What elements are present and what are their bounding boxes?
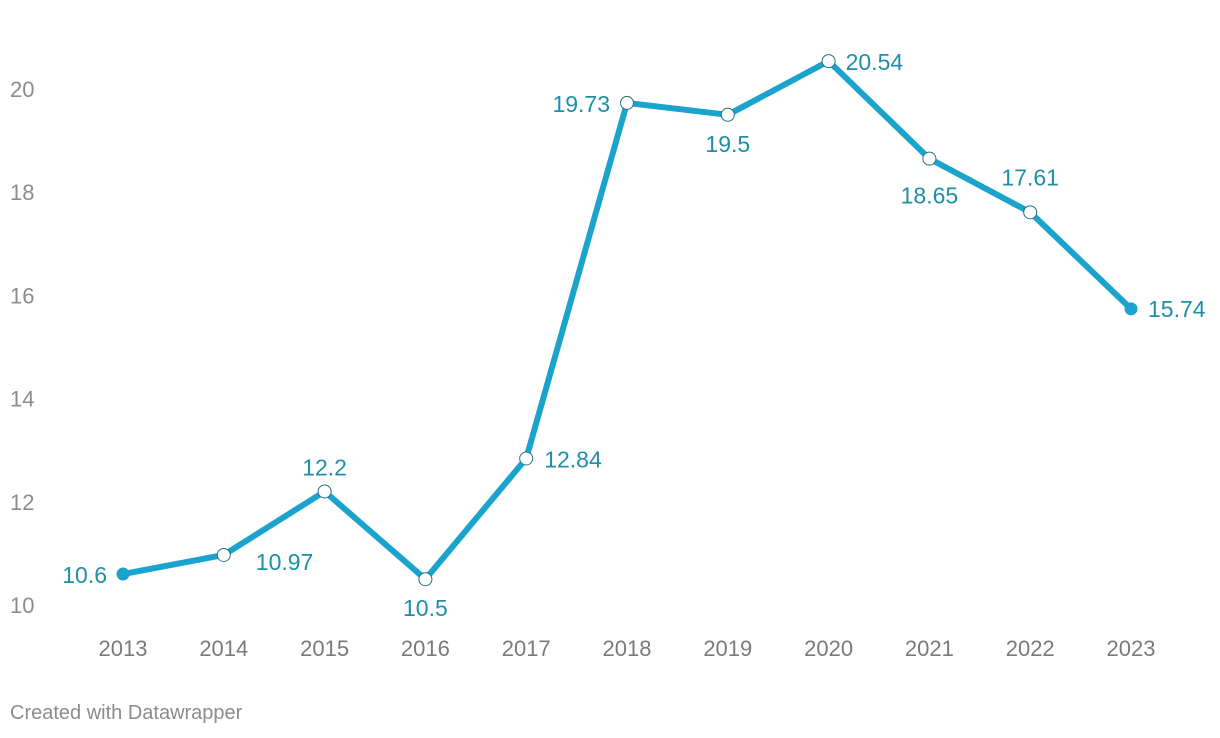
y-tick-label: 16 xyxy=(10,283,34,308)
data-point xyxy=(1023,205,1038,220)
data-point xyxy=(922,151,937,166)
y-tick-label: 12 xyxy=(10,490,34,515)
data-point xyxy=(317,484,332,499)
data-point xyxy=(1124,302,1138,316)
data-label: 20.54 xyxy=(846,49,904,75)
data-point xyxy=(620,95,634,110)
data-point xyxy=(216,547,231,562)
data-point xyxy=(116,567,130,581)
data-label: 19.5 xyxy=(705,131,750,157)
x-tick-label: 2020 xyxy=(804,636,853,661)
x-tick-label: 2022 xyxy=(1006,636,1055,661)
data-point xyxy=(519,451,534,466)
x-tick-label: 2021 xyxy=(905,636,954,661)
x-tick-label: 2013 xyxy=(99,636,148,661)
data-label: 17.61 xyxy=(1001,164,1059,190)
data-label: 10.5 xyxy=(403,595,448,621)
data-label: 10.97 xyxy=(256,549,314,575)
y-tick-label: 18 xyxy=(10,180,34,205)
data-label: 10.6 xyxy=(62,562,107,588)
data-label: 19.73 xyxy=(552,91,610,117)
data-point xyxy=(821,54,836,69)
y-tick-label: 20 xyxy=(10,77,34,102)
x-tick-label: 2016 xyxy=(401,636,450,661)
y-tick-label: 10 xyxy=(10,593,34,618)
x-tick-label: 2015 xyxy=(300,636,349,661)
credit-footer: Created with Datawrapper xyxy=(10,702,243,724)
x-tick-label: 2018 xyxy=(603,636,652,661)
data-label: 12.2 xyxy=(302,454,347,480)
x-tick-label: 2019 xyxy=(703,636,752,661)
y-tick-label: 14 xyxy=(10,387,34,412)
series-line xyxy=(120,58,1134,583)
data-label: 18.65 xyxy=(901,183,959,209)
data-point xyxy=(720,107,735,122)
x-tick-label: 2023 xyxy=(1107,636,1156,661)
data-label: 15.74 xyxy=(1148,296,1206,322)
x-tick-label: 2017 xyxy=(502,636,551,661)
x-tick-label: 2014 xyxy=(199,636,248,661)
data-point xyxy=(418,572,433,587)
data-label: 12.84 xyxy=(544,446,602,472)
